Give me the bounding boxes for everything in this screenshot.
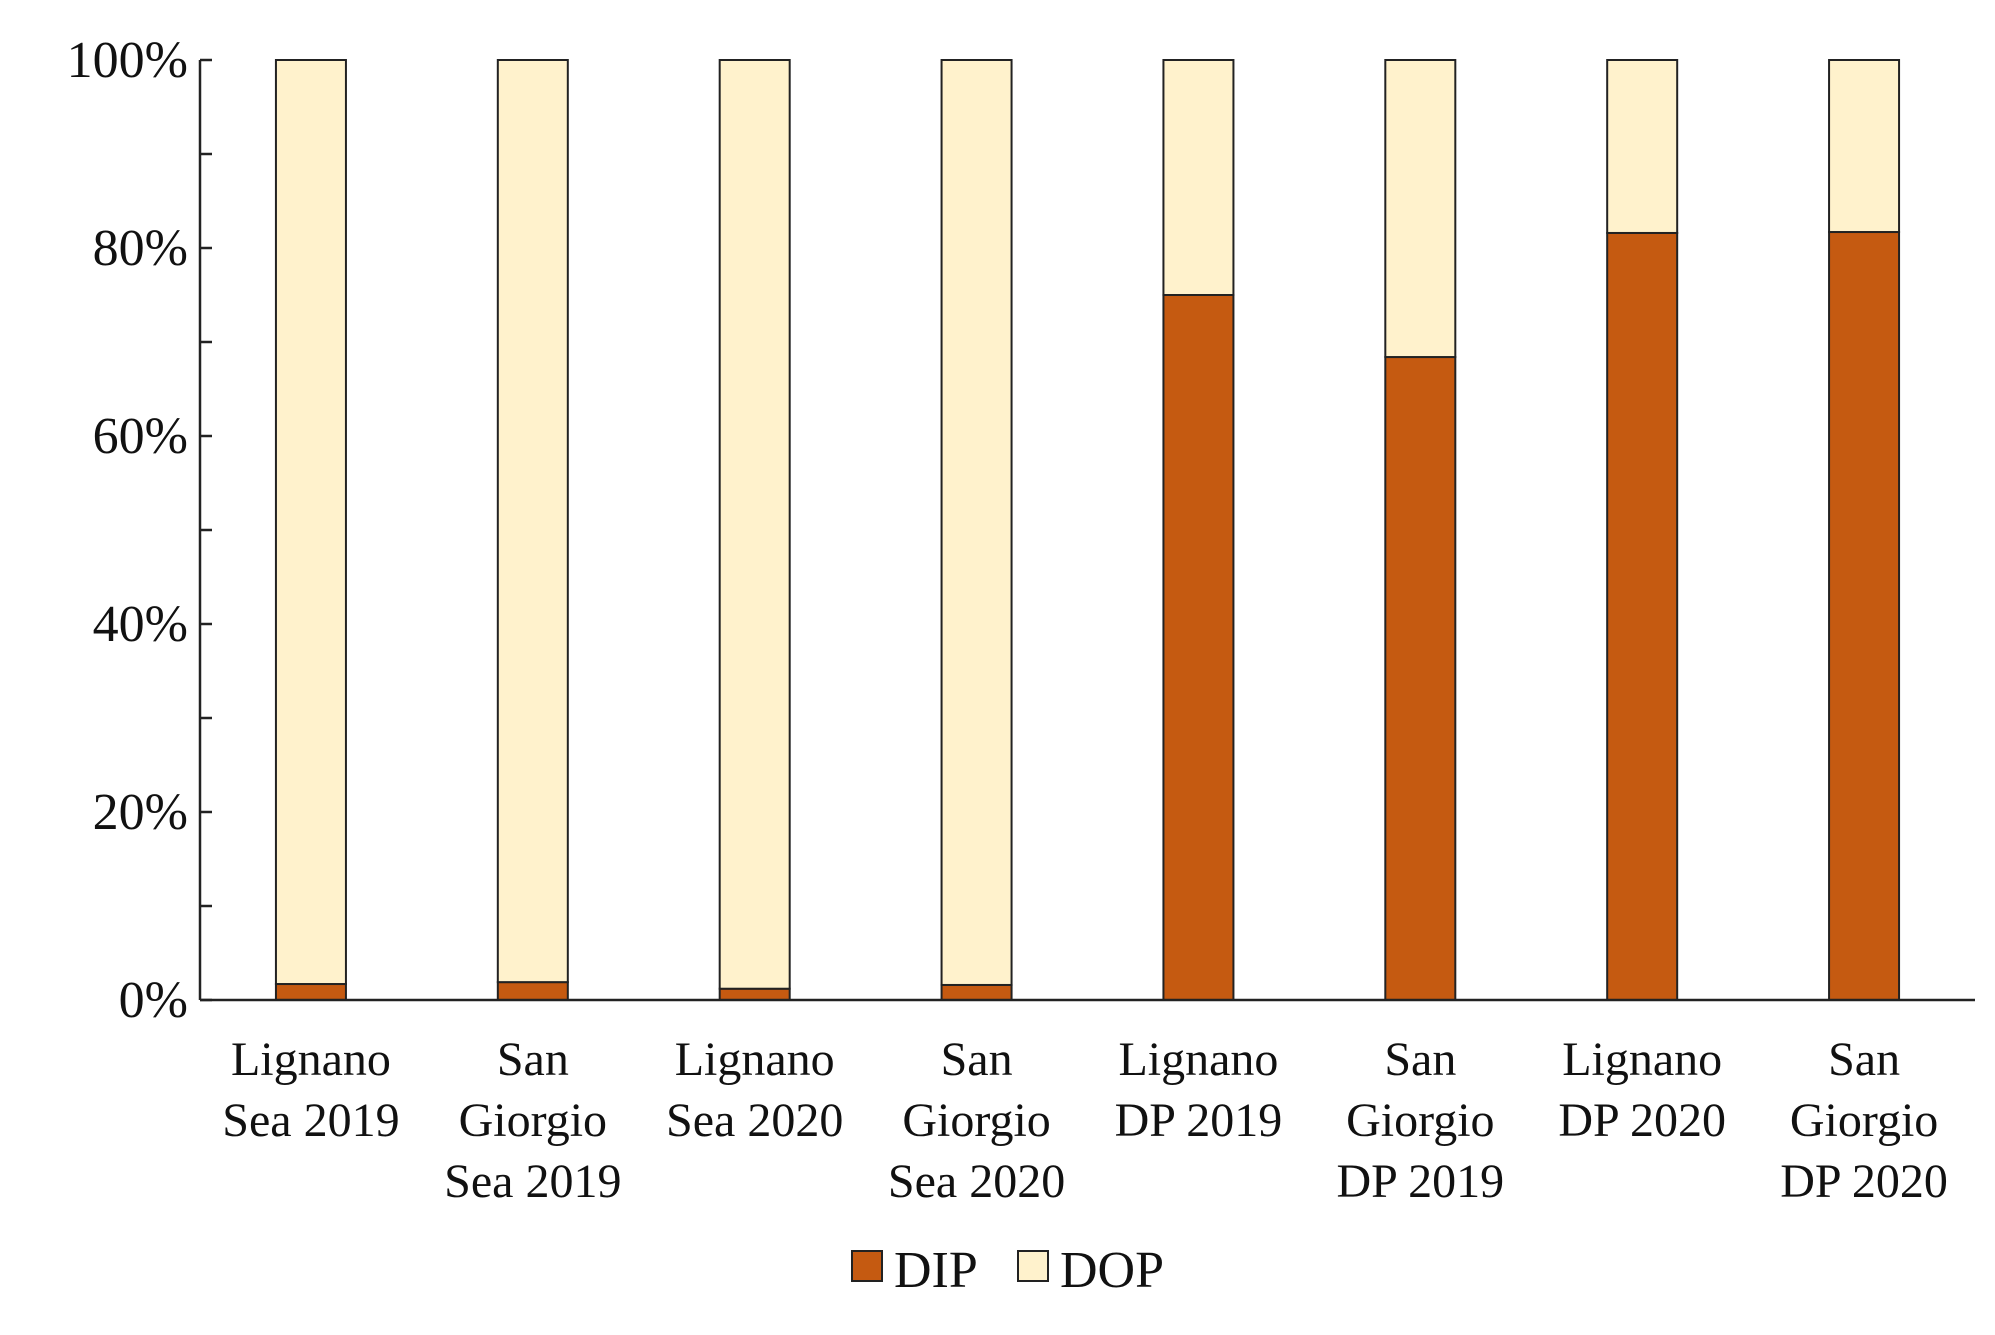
x-category-label-line: Lignano (1562, 1033, 1722, 1086)
legend-swatch-dip (851, 1250, 883, 1282)
x-category-label-line: San (941, 1033, 1013, 1086)
legend-label-dip: DIP (894, 1242, 978, 1299)
x-category-label-line: Giorgio (459, 1094, 607, 1147)
bar-dip (940, 983, 1013, 1002)
bar-dip (1162, 294, 1235, 1001)
x-category-label-line: Lignano (675, 1033, 835, 1086)
x-category-label-line: Sea 2020 (666, 1094, 843, 1147)
bar-dop (274, 59, 347, 986)
x-category-label: Lignano Sea 2019 (222, 1033, 399, 1147)
bar-group (274, 59, 1901, 1002)
bar-dop (1606, 59, 1679, 234)
bar-dip (496, 981, 569, 1002)
bar-dip (1384, 356, 1457, 1002)
bar-dip (1606, 231, 1679, 1001)
legend-swatch-dop (1017, 1250, 1049, 1282)
y-tick-label: 100% (67, 32, 188, 89)
x-category-label: San Giorgio Sea 2019 (444, 1033, 621, 1208)
legend: DIP DOP (851, 1242, 1164, 1299)
x-category-label-line: DP 2020 (1780, 1155, 1948, 1208)
x-category-label-line: Giorgio (902, 1094, 1050, 1147)
x-category-label-line: DP 2020 (1558, 1094, 1726, 1147)
x-category-label-line: Giorgio (1790, 1094, 1938, 1147)
y-tick-label: 60% (93, 408, 188, 465)
y-tick-label: 20% (93, 784, 188, 841)
bar-dop (496, 59, 569, 984)
y-tick-label: 0% (119, 972, 188, 1029)
y-axis: 0% 20% 40% 60% 80% 100% (67, 32, 212, 1029)
x-category-label-line: Lignano (1118, 1033, 1278, 1086)
x-category-label: San Giorgio Sea 2020 (888, 1033, 1065, 1208)
x-category-label-line: Sea 2019 (444, 1155, 621, 1208)
bar-dop (1162, 59, 1235, 296)
x-category-label: Lignano DP 2020 (1558, 1033, 1726, 1147)
bar-dip (718, 987, 791, 1001)
x-category-label-line: San (1384, 1033, 1456, 1086)
x-category-label: San Giorgio DP 2020 (1780, 1033, 1948, 1208)
x-category-label-line: Sea 2020 (888, 1155, 1065, 1208)
bar-dop (1384, 59, 1457, 359)
x-category-label-line: San (1828, 1033, 1900, 1086)
x-category-label-line: Giorgio (1346, 1094, 1494, 1147)
bar-dop (718, 59, 791, 990)
bar-dop (940, 59, 1013, 986)
x-category-label-line: DP 2019 (1115, 1094, 1283, 1147)
y-tick-label: 40% (93, 596, 188, 653)
bar-dip (274, 983, 347, 1002)
x-category-label: Lignano DP 2019 (1115, 1033, 1283, 1147)
y-tick-label: 80% (93, 220, 188, 277)
bar-dop (1828, 59, 1901, 234)
legend-label-dop: DOP (1060, 1242, 1164, 1299)
bar-dip (1828, 231, 1901, 1001)
x-category-label: San Giorgio DP 2019 (1337, 1033, 1505, 1208)
x-category-label-line: DP 2019 (1337, 1155, 1505, 1208)
x-category-label-line: San (497, 1033, 569, 1086)
x-category-label-line: Sea 2019 (222, 1094, 399, 1147)
x-category-label: Lignano Sea 2020 (666, 1033, 843, 1147)
x-category-label-line: Lignano (231, 1033, 391, 1086)
